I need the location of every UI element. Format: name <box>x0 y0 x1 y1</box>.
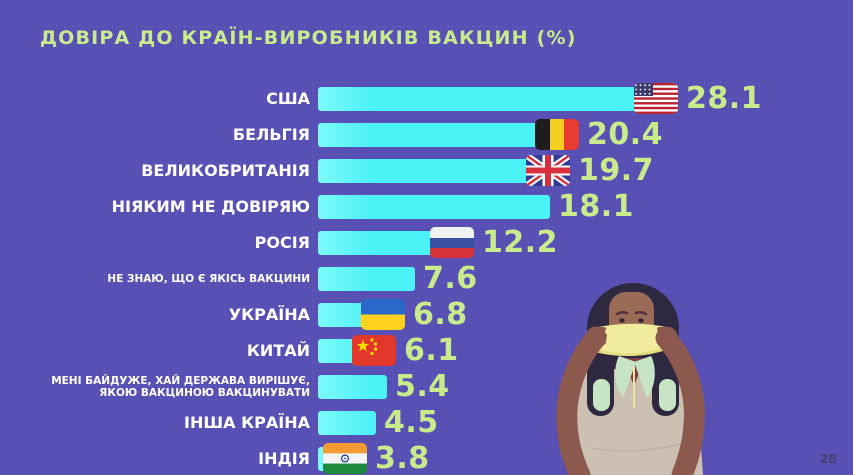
category-label: США <box>266 88 310 108</box>
woman-putting-on-face-mask-illustration <box>556 283 705 475</box>
category-label: ВЕЛИКОБРИТАНІЯ <box>141 160 310 180</box>
bar-track: 18.1 <box>318 189 840 225</box>
china-flag-icon <box>352 335 396 366</box>
value-label: 7.6 <box>423 261 478 296</box>
chart-row: ВЕЛИКОБРИТАНІЯ 19.7 <box>40 153 840 189</box>
bar <box>318 267 415 291</box>
chart-row: УКРАЇНА 6.8 <box>40 297 840 333</box>
category-label: МЕНІ БАЙДУЖЕ, ХАЙ ДЕРЖАВА ВИРІШУЄ, ЯКОЮ … <box>51 374 310 399</box>
india-flag-icon <box>323 443 367 474</box>
bar-track: 3.8 <box>318 441 840 475</box>
bar-chart: США 28.1 БЕЛЬГІЯ 20.4 ВЕЛИКОБРИТАНІЯ 19.7 Н… <box>40 81 840 475</box>
bar-track: 6.8 <box>318 297 840 333</box>
chart-row: НЕ ЗНАЮ, ЩО Є ЯКІСЬ ВАКЦИНИ 7.6 <box>40 261 840 297</box>
bar <box>318 411 376 435</box>
belgium-flag-icon <box>535 119 579 150</box>
value-label: 3.8 <box>375 441 430 475</box>
category-label: ІНДІЯ <box>258 448 310 468</box>
bar-track: 7.6 <box>318 261 840 297</box>
chart-row: ІНДІЯ 3.8 <box>40 441 840 475</box>
bar <box>318 195 550 219</box>
category-label: РОСІЯ <box>254 232 310 252</box>
category-label: УКРАЇНА <box>228 304 310 324</box>
category-label: БЕЛЬГІЯ <box>232 124 310 144</box>
category-label: НІЯКИМ НЕ ДОВІРЯЮ <box>111 196 310 216</box>
category-label: КИТАЙ <box>246 340 310 360</box>
bar-track: 28.1 <box>318 81 840 117</box>
bar-track: 19.7 <box>318 153 840 189</box>
bar <box>318 375 387 399</box>
value-label: 12.2 <box>482 225 559 260</box>
chart-row: МЕНІ БАЙДУЖЕ, ХАЙ ДЕРЖАВА ВИРІШУЄ, ЯКОЮ … <box>40 369 840 405</box>
value-label: 19.7 <box>578 153 655 188</box>
bar-track: 6.1 <box>318 333 840 369</box>
page-number: 28 <box>820 452 837 466</box>
russia-flag-icon <box>430 227 474 258</box>
value-label: 20.4 <box>587 117 664 152</box>
value-label: 18.1 <box>558 189 635 224</box>
value-label: 6.1 <box>404 333 459 368</box>
chart-row: НІЯКИМ НЕ ДОВІРЯЮ 18.1 <box>40 189 840 225</box>
chart-row: КИТАЙ 6.1 <box>40 333 840 369</box>
value-label: 4.5 <box>384 405 439 440</box>
value-label: 5.4 <box>395 369 450 404</box>
category-label: ІНША КРАЇНА <box>184 412 310 432</box>
bar-track: 20.4 <box>318 117 840 153</box>
uk-flag-icon <box>526 155 570 186</box>
ukraine-flag-icon <box>361 299 405 330</box>
bar-track: 12.2 <box>318 225 840 261</box>
chart-title: ДОВІРА ДО КРАЇН-ВИРОБНИКІВ ВАКЦИН (%) <box>40 27 577 49</box>
value-label: 28.1 <box>686 81 763 116</box>
category-label: НЕ ЗНАЮ, ЩО Є ЯКІСЬ ВАКЦИНИ <box>107 272 310 285</box>
value-label: 6.8 <box>413 297 468 332</box>
usa-flag-icon <box>634 83 678 114</box>
bar-track: 5.4 <box>318 369 840 405</box>
chart-row: БЕЛЬГІЯ 20.4 <box>40 117 840 153</box>
bar-track: 4.5 <box>318 405 840 441</box>
bar <box>318 87 678 111</box>
chart-row: США 28.1 <box>40 81 840 117</box>
chart-row: ІНША КРАЇНА 4.5 <box>40 405 840 441</box>
chart-row: РОСІЯ 12.2 <box>40 225 840 261</box>
